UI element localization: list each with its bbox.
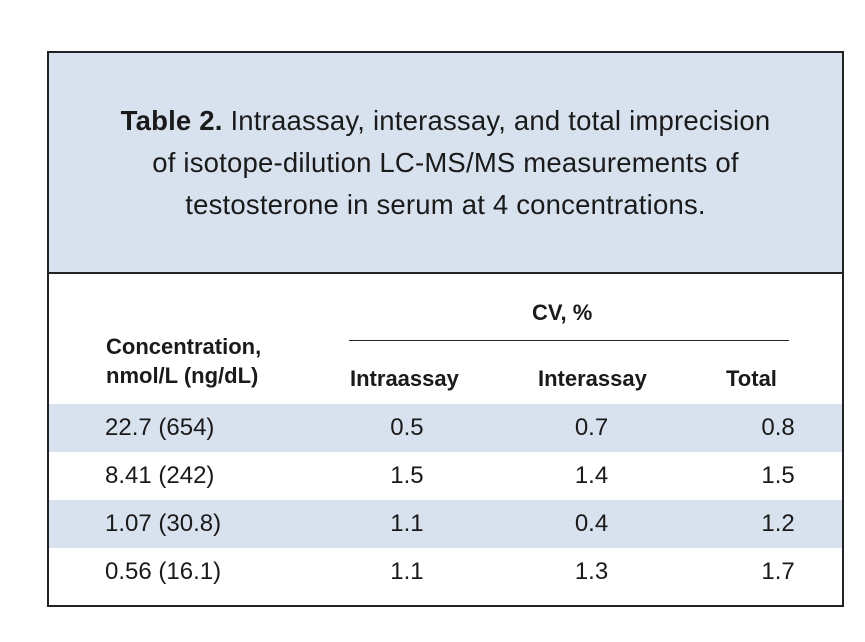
- table-row: 0.56 (16.1) 1.1 1.3 1.7: [49, 548, 842, 596]
- header-intraassay: Intraassay: [350, 366, 459, 391]
- cell-intraassay: 1.1: [390, 558, 424, 585]
- cell-total: 1.5: [761, 462, 795, 489]
- table-row: 1.07 (30.8) 1.1 0.4 1.2: [49, 500, 842, 548]
- cell-interassay: 0.7: [468, 404, 715, 452]
- cell-interassay: 1.4: [574, 462, 609, 489]
- table-label: Table 2.: [120, 104, 223, 136]
- table-frame: Table 2. Intraassay, interassay, and tot…: [47, 51, 844, 607]
- header-concentration: Concentration, nmol/L (ng/dL): [106, 332, 261, 390]
- caption-text-block: Table 2. Intraassay, interassay, and tot…: [116, 100, 776, 226]
- cell-intraassay: 0.5: [344, 404, 469, 452]
- cv-group-rule: [349, 340, 789, 341]
- cell-concentration: 1.07 (30.8): [49, 500, 345, 548]
- header-cv-group: CV, %: [532, 300, 593, 325]
- cell-concentration: 0.56 (16.1): [105, 558, 222, 585]
- data-table: 22.7 (654) 0.5 0.7 0.8 8.41 (242) 1.5 1.4 1.5 1.…: [49, 404, 842, 596]
- table-row: 22.7 (654) 0.5 0.7 0.8: [49, 404, 842, 452]
- cell-total: 1.7: [761, 558, 795, 585]
- table-caption: Table 2. Intraassay, interassay, and tot…: [49, 53, 842, 274]
- cell-concentration: 8.41 (242): [105, 462, 215, 489]
- header-interassay: Interassay: [538, 366, 647, 391]
- header-concentration-text: Concentration, nmol/L (ng/dL): [106, 334, 262, 388]
- cell-intraassay: 1.5: [390, 462, 424, 489]
- cell-interassay: 1.3: [574, 558, 609, 585]
- header-total: Total: [726, 366, 777, 391]
- table-header: Concentration, nmol/L (ng/dL) CV, % Intra…: [49, 274, 842, 404]
- cell-total: 1.2: [714, 500, 842, 548]
- cell-concentration: 22.7 (654): [49, 404, 345, 452]
- cell-interassay: 0.4: [468, 500, 715, 548]
- table-row: 8.41 (242) 1.5 1.4 1.5: [49, 452, 842, 500]
- table-body: 22.7 (654) 0.5 0.7 0.8 8.41 (242) 1.5 1.4 1.5 1.…: [49, 404, 842, 596]
- table-title: Intraassay, interassay, and total imprec…: [152, 104, 771, 220]
- cell-total: 0.8: [714, 404, 842, 452]
- cell-intraassay: 1.1: [344, 500, 469, 548]
